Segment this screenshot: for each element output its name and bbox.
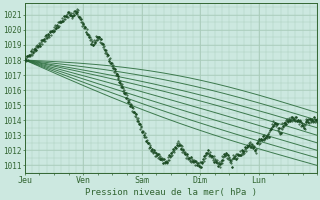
X-axis label: Pression niveau de la mer( hPa ): Pression niveau de la mer( hPa ) xyxy=(85,188,257,197)
